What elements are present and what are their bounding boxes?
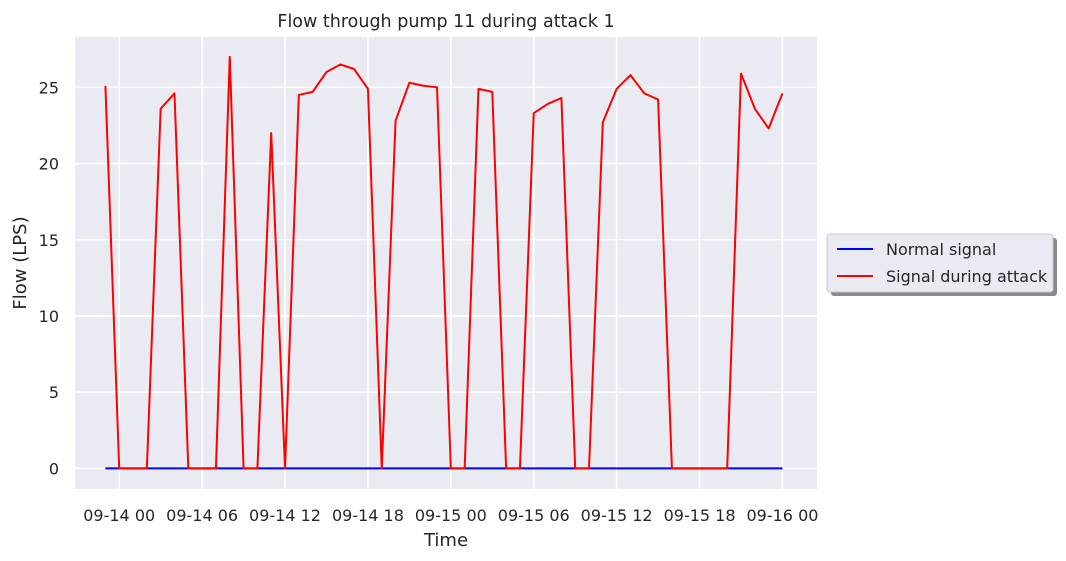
x-axis-label: Time	[423, 530, 468, 551]
y-axis-label: Flow (LPS)	[10, 216, 31, 309]
y-tick-label: 20	[39, 155, 59, 174]
y-tick-label: 5	[49, 383, 59, 402]
plot-background	[75, 37, 817, 489]
x-tick-label: 09-14 12	[249, 506, 321, 525]
x-tick-label: 09-14 06	[166, 506, 238, 525]
legend-label-normal: Normal signal	[886, 240, 996, 259]
attack-signal-line	[104, 55, 784, 470]
legend-box	[826, 233, 1054, 293]
x-tick-label: 09-15 18	[664, 506, 736, 525]
y-tick-label: 15	[39, 231, 59, 250]
x-tick-label: 09-14 18	[332, 506, 404, 525]
legend-label-attack: Signal during attack	[886, 267, 1048, 286]
x-tick-label: 09-15 00	[415, 506, 487, 525]
x-tick-labels: 09-14 00 09-14 06 09-14 12 09-14 18 09-15 00…	[83, 506, 818, 525]
y-tick-label: 10	[39, 307, 59, 326]
y-tick-label: 0	[49, 459, 59, 478]
legend: Normal signal Signal during attack	[826, 233, 1057, 296]
x-tick-label: 09-15 06	[498, 506, 570, 525]
x-tick-label: 09-14 00	[83, 506, 155, 525]
chart-title: Flow through pump 11 during attack 1	[277, 12, 614, 32]
x-tick-label: 09-15 12	[581, 506, 653, 525]
series-layer	[104, 55, 784, 470]
y-tick-label: 25	[39, 78, 59, 97]
x-tick-label: 09-16 00	[746, 506, 818, 525]
y-tick-labels: 0 5 10 15 20 25	[39, 78, 59, 478]
